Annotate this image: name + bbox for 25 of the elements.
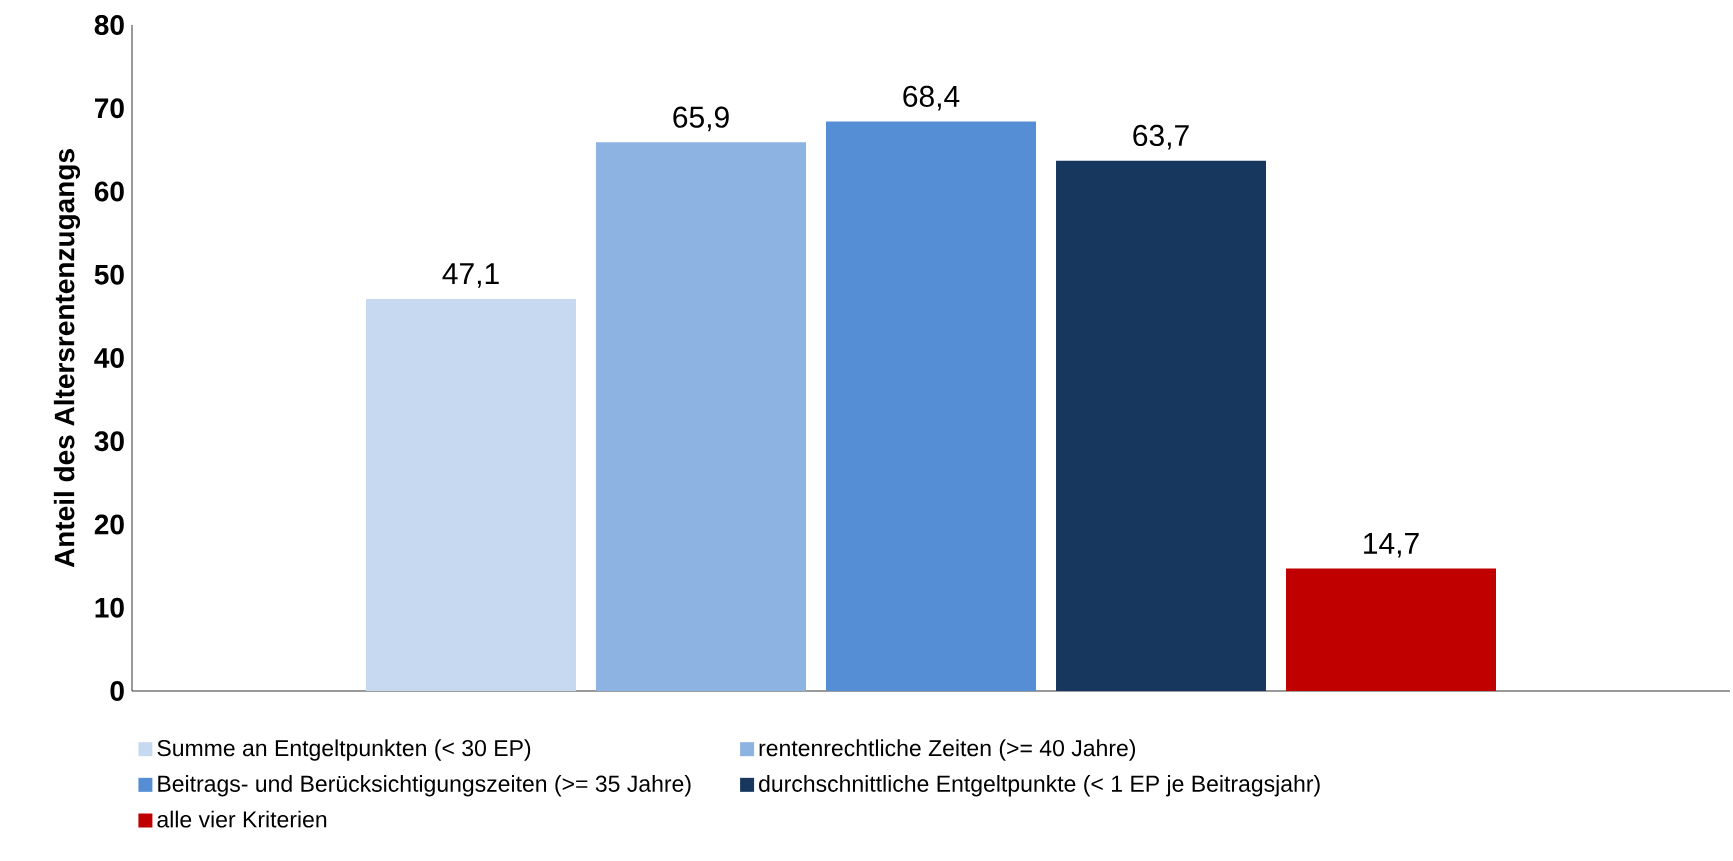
data-label: 63,7 — [1133, 124, 1189, 150]
data-label: 65,9 — [673, 106, 729, 132]
y-tick-label: 40 — [94, 348, 124, 368]
legend-label: Beitrags- und Berücksichtigungszeiten (>= 35 Jahre) — [158, 775, 691, 797]
y-axis-title: Anteil des Altersrentenzugangs — [53, 149, 81, 568]
legend-label: Summe an Entgeltpunkten (< 30 EP) — [157, 739, 531, 761]
bar — [826, 121, 1037, 691]
y-tick-label: 50 — [94, 264, 124, 285]
legend-label: alle vier Kriterien — [157, 810, 327, 828]
y-tick-label: 10 — [95, 597, 124, 618]
bar — [1286, 568, 1497, 691]
data-label: 47,1 — [442, 263, 499, 288]
bar — [596, 142, 807, 691]
y-tick-label: 70 — [95, 98, 124, 119]
legend-label: durchschnittliche Entgeltpunkte (< 1 EP je Beitragsjahr) — [759, 775, 1320, 797]
legend-label: rentenrechtliche Zeiten (>= 40 Jahre) — [759, 739, 1136, 761]
y-tick-label: 20 — [94, 514, 124, 535]
bar — [366, 298, 577, 691]
y-tick-label: 30 — [94, 431, 124, 452]
y-tick-label: 80 — [94, 15, 124, 35]
y-tick-label: 60 — [94, 181, 124, 202]
bar — [1056, 160, 1267, 691]
data-label: 68,4 — [903, 85, 960, 111]
data-label: 14,7 — [1364, 533, 1419, 558]
y-tick-label: 0 — [110, 681, 124, 701]
